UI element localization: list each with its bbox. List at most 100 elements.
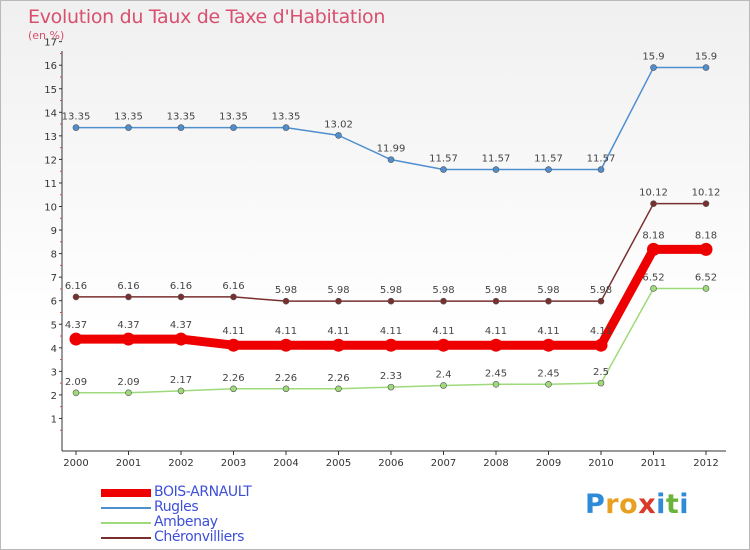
data-point-bois-arnault	[69, 332, 83, 346]
data-point-bois-arnault	[699, 242, 713, 256]
data-point-ambenay	[387, 383, 395, 391]
data-point-ch-ronvilliers	[125, 293, 132, 301]
data-point-rugles	[335, 132, 342, 139]
data-label-bois-arnault: 4.37	[117, 320, 139, 331]
legend-label-cheronvilliers: Chéronvilliers	[154, 529, 245, 545]
data-label-bois-arnault: 4.37	[65, 320, 87, 331]
data-label-bois-arnault: 4.11	[275, 326, 297, 337]
data-label-rugles: 11.57	[587, 154, 616, 165]
y-tick-label: 11	[44, 179, 57, 190]
data-point-ambenay	[650, 285, 657, 292]
logo-letter: o	[619, 489, 639, 520]
y-tick-label: 16	[44, 61, 57, 72]
legend-swatch-bois-arnault	[101, 489, 151, 497]
legend-swatch-ambenay	[101, 522, 151, 524]
data-point-rugles	[72, 124, 80, 131]
data-label-rugles: 13.02	[324, 119, 353, 130]
data-label-ambenay: 2.17	[170, 375, 192, 386]
data-label-rugles: 11.57	[429, 154, 458, 165]
x-tick-label: 2011	[641, 458, 666, 469]
data-label-bois-arnault: 4.11	[327, 326, 349, 337]
x-tick-label: 2008	[483, 458, 508, 469]
data-label-ch-ronvilliers: 6.16	[65, 281, 87, 292]
data-label-bois-arnault: 4.11	[590, 326, 612, 337]
data-label-ambenay: 2.26	[275, 373, 297, 384]
logo-letter: P	[585, 489, 606, 520]
data-label-ch-ronvilliers: 5.98	[590, 285, 612, 296]
x-tick-label: 2007	[431, 458, 456, 469]
x-tick-label: 2001	[116, 458, 141, 469]
y-tick-label: 10	[44, 203, 57, 214]
data-point-ambenay	[125, 389, 132, 397]
data-label-bois-arnault: 8.18	[642, 230, 664, 241]
data-label-ambenay: 2.33	[380, 371, 402, 382]
data-point-rugles	[125, 124, 132, 131]
data-point-bois-arnault	[437, 338, 450, 352]
y-tick-label: 17	[44, 38, 57, 49]
data-point-rugles	[230, 124, 237, 131]
data-point-bois-arnault	[594, 338, 608, 352]
data-label-rugles: 15.9	[642, 52, 664, 63]
x-tick-label: 2004	[273, 458, 298, 469]
data-point-ambenay	[230, 385, 237, 393]
y-tick-label: 3	[51, 367, 57, 378]
data-point-bois-arnault	[279, 338, 293, 352]
data-label-ch-ronvilliers: 5.98	[485, 285, 507, 296]
data-label-ch-ronvilliers: 5.98	[327, 285, 349, 296]
x-tick-label: 2002	[168, 458, 193, 469]
data-point-ch-ronvilliers	[492, 297, 500, 305]
data-label-rugles: 13.35	[167, 112, 196, 123]
data-point-ambenay	[177, 387, 185, 395]
legend-swatch-cheronvilliers	[101, 537, 151, 539]
x-tick-label: 2010	[588, 458, 613, 469]
y-tick-label: 9	[51, 226, 57, 237]
y-tick-label: 5	[51, 320, 57, 331]
data-point-bois-arnault	[174, 332, 188, 346]
data-label-ambenay: 2.4	[436, 369, 452, 380]
data-label-bois-arnault: 4.11	[222, 326, 244, 337]
data-label-rugles: 13.35	[219, 112, 248, 123]
logo-letter: t	[665, 489, 680, 520]
data-label-ch-ronvilliers: 10.12	[692, 188, 721, 199]
legend-swatch-rugles	[101, 507, 151, 509]
data-label-rugles: 15.9	[695, 52, 717, 63]
data-point-ambenay	[72, 389, 80, 397]
data-label-rugles: 13.35	[62, 112, 91, 123]
data-label-ch-ronvilliers: 6.16	[170, 281, 192, 292]
logo-letter: i	[679, 489, 690, 520]
y-tick-label: 1	[51, 414, 57, 425]
y-tick-label: 15	[44, 85, 57, 96]
data-label-ch-ronvilliers: 5.98	[537, 285, 559, 296]
data-point-rugles	[387, 156, 395, 163]
data-point-ch-ronvilliers	[387, 297, 395, 305]
data-label-ambenay: 2.26	[327, 373, 349, 384]
data-point-ambenay	[597, 379, 605, 387]
y-tick-label: 4	[51, 344, 57, 355]
data-label-ch-ronvilliers: 5.98	[380, 285, 402, 296]
y-tick-label: 6	[51, 297, 57, 308]
data-point-ch-ronvilliers	[282, 297, 290, 305]
data-label-rugles: 11.57	[482, 154, 511, 165]
data-point-ch-ronvilliers	[335, 297, 342, 305]
x-tick-label: 2005	[326, 458, 351, 469]
data-label-rugles: 11.57	[534, 154, 563, 165]
data-point-bois-arnault	[542, 338, 555, 352]
data-point-ch-ronvilliers	[230, 293, 237, 301]
data-point-rugles	[650, 64, 657, 71]
data-label-ch-ronvilliers: 10.12	[639, 188, 668, 199]
data-point-ambenay	[545, 381, 552, 388]
x-tick-label: 2003	[221, 458, 246, 469]
data-label-bois-arnault: 4.11	[380, 326, 402, 337]
data-point-bois-arnault	[384, 338, 398, 352]
data-label-ambenay: 2.09	[117, 377, 139, 388]
data-label-rugles: 11.99	[377, 144, 406, 155]
y-tick-label: 13	[44, 132, 57, 143]
data-label-bois-arnault: 4.11	[537, 326, 559, 337]
data-label-ch-ronvilliers: 5.98	[432, 285, 454, 296]
data-point-ch-ronvilliers	[650, 200, 657, 207]
chart-title: Evolution du Taux de Taxe d'Habitation	[28, 6, 386, 28]
data-point-rugles	[440, 166, 447, 173]
x-tick-label: 2009	[536, 458, 561, 469]
data-label-bois-arnault: 4.11	[485, 326, 507, 337]
